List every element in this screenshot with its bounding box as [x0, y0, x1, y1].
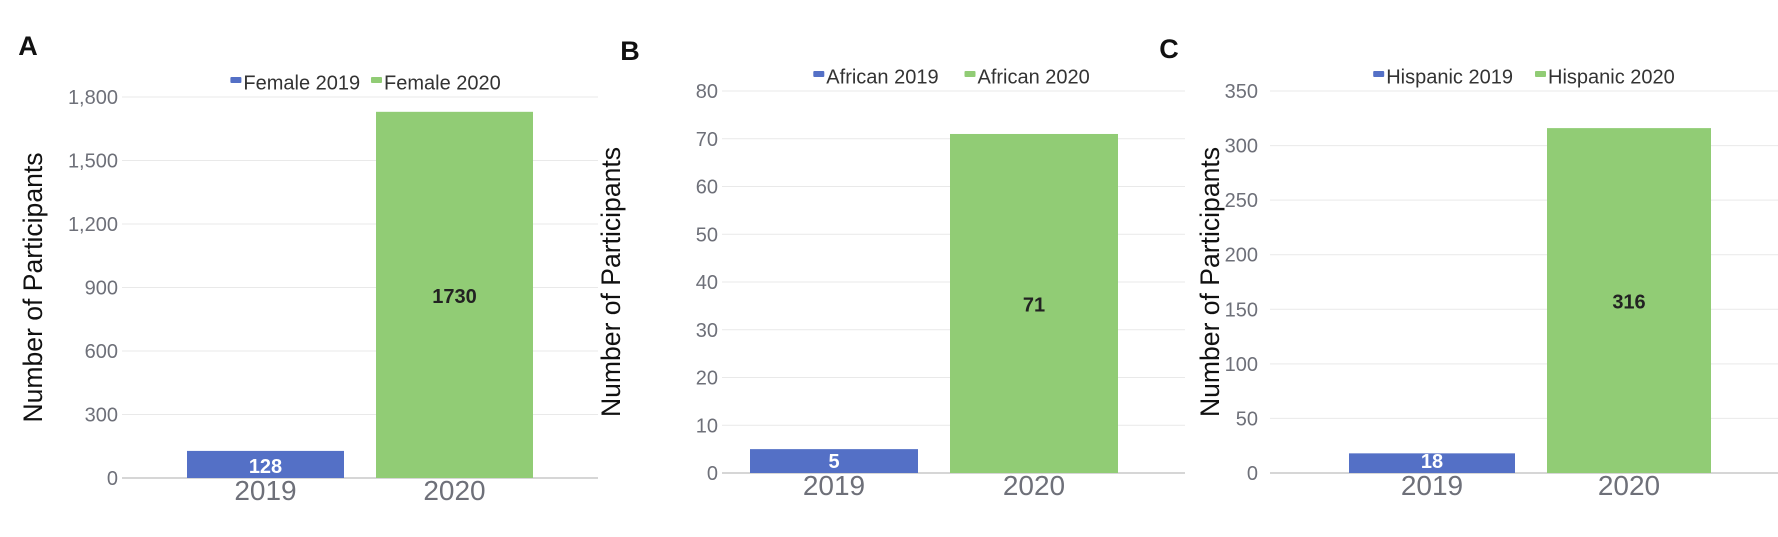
bar-2020 [1547, 128, 1711, 473]
legend-swatch [1535, 71, 1546, 77]
legend-label: Hispanic 2019 [1386, 66, 1513, 88]
y-axis-title: Number of Participants [18, 153, 48, 423]
x-tick-label: 2019 [1401, 470, 1463, 501]
legend-label: Female 2019 [243, 72, 360, 94]
y-tick-label: 40 [696, 272, 718, 294]
y-tick-label: 80 [696, 81, 718, 103]
y-tick-label: 1,800 [68, 87, 118, 109]
y-axis-title: Number of Participants [1195, 147, 1225, 417]
y-tick-label: 30 [696, 320, 718, 342]
panel-label: C [1159, 34, 1179, 64]
legend-label: Female 2020 [384, 72, 501, 94]
y-axis-title: Number of Participants [596, 147, 626, 417]
y-tick-label: 350 [1225, 81, 1258, 103]
data-label: 316 [1612, 292, 1645, 314]
data-label: 128 [249, 456, 282, 478]
legend: Hispanic 2019 Hispanic 2020 [1373, 66, 1675, 88]
data-label: 1730 [432, 286, 477, 308]
legend-label: African 2019 [826, 66, 938, 88]
y-tick-label: 60 [696, 177, 718, 199]
legend-label: African 2020 [978, 66, 1090, 88]
y-tick-label: 900 [85, 278, 118, 300]
y-tick-label: 0 [707, 463, 718, 485]
data-label: 18 [1421, 451, 1443, 473]
bar-2020 [376, 111, 533, 479]
x-tick-label: 2020 [1003, 470, 1065, 501]
y-tick-label: 1,200 [68, 214, 118, 236]
x-tick-label: 2019 [234, 475, 296, 506]
x-tick-label: 2020 [423, 475, 485, 506]
y-tick-label: 50 [696, 224, 718, 246]
x-tick-label: 2020 [1598, 470, 1660, 501]
legend-swatch [371, 77, 382, 83]
legend: African 2019 African 2020 [813, 66, 1090, 88]
data-label: 5 [828, 451, 839, 473]
data-label: 71 [1023, 294, 1045, 316]
y-tick-label: 250 [1225, 190, 1258, 212]
legend-swatch [813, 71, 825, 77]
legend-swatch [1373, 71, 1385, 77]
bar-2019 [750, 449, 918, 473]
legend-label: Hispanic 2020 [1548, 66, 1675, 88]
y-tick-label: 1,500 [68, 151, 118, 173]
y-tick-label: 10 [696, 415, 718, 437]
y-tick-label: 0 [1247, 463, 1258, 485]
legend-swatch [964, 71, 976, 77]
bar-2019 [187, 450, 344, 478]
y-tick-label: 50 [1236, 408, 1258, 430]
panel-label: A [18, 31, 38, 61]
y-tick-label: 600 [85, 341, 118, 363]
y-tick-label: 300 [1225, 136, 1258, 158]
bar-2020 [950, 133, 1118, 473]
legend: Female 2019 Female 2020 [230, 72, 501, 94]
panel-label: B [620, 36, 640, 66]
y-tick-label: 300 [85, 405, 118, 427]
y-tick-label: 200 [1225, 245, 1258, 267]
y-tick-label: 100 [1225, 354, 1258, 376]
y-tick-label: 70 [696, 129, 718, 151]
y-tick-label: 20 [696, 368, 718, 390]
bar-2019 [1349, 453, 1515, 473]
x-tick-label: 2019 [803, 470, 865, 501]
y-tick-label: 150 [1225, 299, 1258, 321]
y-tick-label: 0 [107, 468, 118, 490]
legend-swatch [230, 77, 242, 83]
